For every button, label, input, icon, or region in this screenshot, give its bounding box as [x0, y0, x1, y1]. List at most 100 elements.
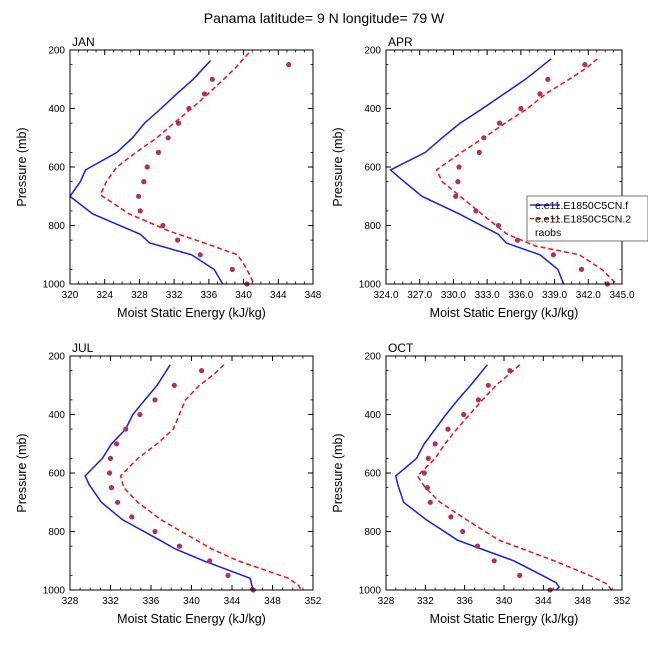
raobs-point: [171, 382, 177, 388]
x-axis-label: Moist Static Energy (kJ/kg): [430, 612, 579, 626]
raobs-point: [453, 193, 459, 199]
y-tick-label: 1000: [359, 586, 382, 597]
plot-frame: [385, 49, 623, 285]
raobs-point: [209, 76, 215, 82]
raobs-point: [445, 426, 451, 432]
y-tick-label: 1000: [43, 280, 66, 291]
x-tick-label: 340: [496, 596, 513, 607]
y-tick-label: 800: [48, 221, 65, 232]
y-tick-label: 200: [364, 352, 381, 363]
raobs-point: [107, 455, 114, 461]
raobs-point: [474, 543, 481, 549]
raobs-point: [141, 179, 147, 185]
x-axis-label: Moist Static Energy (kJ/kg): [430, 306, 579, 320]
raobs-point: [155, 149, 162, 155]
raobs-point: [152, 528, 158, 535]
raobs-point: [175, 120, 182, 126]
x-tick-label: 324: [96, 290, 113, 301]
x-tick-label: 336: [456, 596, 473, 607]
x-tick-label: 330.0: [441, 290, 466, 301]
x-tick-label: 336: [201, 290, 218, 301]
x-tick-label: 348: [264, 596, 281, 607]
raobs-point: [518, 105, 524, 112]
y-tick-label: 800: [364, 527, 381, 538]
x-tick-label: 328: [378, 596, 395, 607]
x-tick-label: 324.0: [373, 290, 398, 301]
raobs-point: [114, 441, 120, 447]
x-tick-label: 352: [614, 596, 631, 607]
raobs-point: [476, 149, 482, 155]
raobs-point: [286, 62, 292, 68]
raobs-point: [207, 558, 213, 564]
raobs-point: [485, 382, 491, 388]
raobs-point: [229, 266, 235, 272]
x-tick-label: 328: [131, 290, 148, 301]
raobs-point: [129, 514, 135, 520]
raobs-point: [424, 485, 430, 491]
y-tick-label: 400: [48, 410, 65, 421]
panel-title: JUL: [72, 341, 94, 355]
raobs-point: [496, 120, 503, 126]
y-axis-label: Pressure (mb): [15, 433, 29, 512]
raobs-point: [144, 164, 150, 170]
panel-title: JAN: [72, 35, 95, 49]
raobs-point: [152, 397, 158, 403]
y-axis-label: Pressure (mb): [331, 433, 345, 512]
panel-title: OCT: [388, 341, 414, 355]
x-tick-label: 336: [143, 596, 160, 607]
x-tick-label: 336.0: [508, 290, 533, 301]
y-tick-label: 800: [48, 527, 65, 538]
y-tick-label: 800: [364, 221, 381, 232]
y-tick-label: 200: [48, 46, 65, 57]
y-tick-label: 600: [364, 469, 381, 480]
raobs-point: [123, 426, 129, 432]
y-tick-label: 1000: [359, 280, 382, 291]
raobs-point: [160, 222, 166, 229]
y-tick-label: 200: [364, 46, 381, 57]
raobs-point: [455, 179, 461, 185]
panel-oct: 328 332 336 340 344 348 352 200 400 600 800 1000 OCT…: [331, 341, 631, 626]
raobs-point: [137, 411, 143, 418]
x-tick-label: 332: [102, 596, 119, 607]
x-tick-label: 340: [183, 596, 200, 607]
plot-frame: [69, 49, 314, 285]
series-line-model-2: [435, 58, 617, 285]
series-line-model-f: [389, 58, 565, 285]
x-tick-label: 345.0: [609, 290, 634, 301]
raobs-point: [201, 91, 208, 97]
x-tick-label: 344: [535, 596, 552, 607]
panel-jan: 320 324 328 332 336 340 344 348 200 400 600 800 1000…: [15, 35, 322, 320]
y-tick-label: 1000: [43, 586, 66, 597]
raobs-point: [537, 91, 543, 97]
raobs-point: [427, 499, 433, 505]
y-tick-label: 200: [48, 352, 65, 363]
x-tick-label: 333.0: [475, 290, 500, 301]
x-tick-label: 328: [62, 596, 79, 607]
x-tick-label: 332: [417, 596, 434, 607]
raobs-point: [199, 368, 205, 374]
raobs-point: [165, 135, 171, 141]
x-tick-label: 348: [305, 290, 322, 301]
x-tick-label: 348: [574, 596, 591, 607]
raobs-point: [475, 397, 481, 403]
x-tick-label: 344: [270, 290, 287, 301]
raobs-point: [432, 441, 438, 447]
legend-label: raobs: [535, 227, 561, 239]
raobs-point: [514, 237, 521, 243]
raobs-point: [108, 485, 115, 491]
x-tick-label: 352: [305, 596, 322, 607]
raobs-point: [197, 252, 203, 258]
raobs-point: [421, 470, 427, 476]
series-line-model-2: [416, 364, 612, 591]
series-line-model-f: [84, 364, 254, 591]
y-tick-label: 600: [48, 469, 65, 480]
raobs-point: [517, 572, 523, 579]
y-axis-label: Pressure (mb): [331, 127, 345, 206]
x-tick-label: 344: [224, 596, 241, 607]
raobs-point: [578, 266, 585, 272]
series-line-model-f: [394, 364, 561, 591]
series-line-model-f: [68, 59, 224, 285]
x-tick-label: 340: [235, 290, 252, 301]
